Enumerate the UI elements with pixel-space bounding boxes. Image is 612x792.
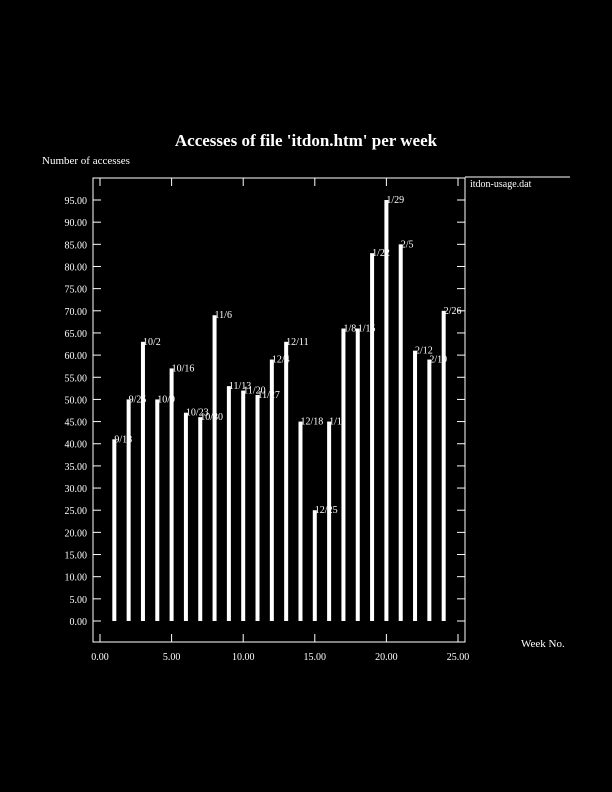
bar bbox=[269, 359, 274, 621]
y-tick-label: 70.00 bbox=[65, 307, 88, 318]
bar bbox=[140, 341, 145, 621]
bar-label: 2/19 bbox=[429, 355, 447, 366]
bar-label: 11/27 bbox=[258, 390, 280, 401]
bar-label: 12/18 bbox=[300, 417, 323, 428]
bar bbox=[341, 328, 346, 621]
y-tick-label: 75.00 bbox=[65, 285, 88, 296]
bar-label: 1/8 bbox=[343, 324, 356, 335]
bar-label: 2/26 bbox=[444, 306, 462, 317]
y-tick-label: 55.00 bbox=[65, 373, 88, 384]
bar bbox=[226, 386, 231, 621]
bar-label: 12/11 bbox=[286, 337, 308, 348]
y-tick-label: 15.00 bbox=[65, 551, 88, 562]
bar-label: 9/18 bbox=[114, 434, 132, 445]
bar-label: 2/12 bbox=[415, 346, 433, 357]
y-tick-label: 65.00 bbox=[65, 329, 88, 340]
bar bbox=[284, 341, 289, 621]
x-axis-label: Week No. bbox=[521, 638, 565, 650]
bar bbox=[255, 394, 260, 621]
bar bbox=[169, 368, 174, 621]
bar-label: 10/9 bbox=[157, 394, 175, 405]
bar-label: 12/4 bbox=[272, 355, 290, 366]
bar-label: 10/2 bbox=[143, 337, 161, 348]
bar-label: 11/6 bbox=[215, 310, 232, 321]
bar bbox=[241, 390, 246, 621]
chart-title: Accesses of file 'itdon.htm' per week bbox=[175, 131, 438, 150]
bar bbox=[312, 510, 317, 621]
bar bbox=[413, 350, 418, 621]
y-tick-label: 20.00 bbox=[65, 528, 88, 539]
y-tick-label: 0.00 bbox=[70, 617, 88, 628]
x-tick-label: 15.00 bbox=[304, 652, 327, 663]
y-tick-label: 10.00 bbox=[65, 573, 88, 584]
bar bbox=[370, 253, 375, 621]
bar-label: 1/29 bbox=[386, 195, 404, 206]
plot-frame bbox=[92, 177, 466, 643]
y-tick-label: 5.00 bbox=[70, 595, 88, 606]
y-tick-label: 50.00 bbox=[65, 395, 88, 406]
bar bbox=[384, 200, 389, 621]
y-tick-label: 30.00 bbox=[65, 484, 88, 495]
bar-label: 10/30 bbox=[200, 412, 223, 423]
legend-label: itdon-usage.dat bbox=[470, 179, 532, 190]
bar bbox=[155, 399, 160, 621]
y-tick-label: 90.00 bbox=[65, 218, 88, 229]
y-axis-label: Number of accesses bbox=[42, 155, 130, 167]
y-tick-label: 40.00 bbox=[65, 440, 88, 451]
bar-label: 1/22 bbox=[372, 248, 390, 259]
bar-label: 10/23 bbox=[186, 408, 209, 419]
bar bbox=[355, 328, 360, 621]
y-tick-label: 45.00 bbox=[65, 418, 88, 429]
x-tick-label: 10.00 bbox=[232, 652, 255, 663]
bar-label: 2/5 bbox=[401, 239, 414, 250]
bar-label: 11/20 bbox=[243, 386, 265, 397]
bar-label: 9/25 bbox=[129, 394, 147, 405]
y-tick-label: 35.00 bbox=[65, 462, 88, 473]
y-tick-label: 60.00 bbox=[65, 351, 88, 362]
bar bbox=[212, 315, 217, 621]
bar bbox=[441, 310, 446, 621]
x-tick-label: 0.00 bbox=[91, 652, 109, 663]
x-tick-label: 25.00 bbox=[447, 652, 470, 663]
bar bbox=[398, 244, 403, 621]
bar bbox=[427, 359, 432, 621]
bar-label: 12/25 bbox=[315, 505, 338, 516]
bar bbox=[183, 412, 188, 621]
y-tick-label: 25.00 bbox=[65, 506, 88, 517]
bar bbox=[126, 399, 131, 621]
bar-label: 10/16 bbox=[172, 363, 195, 374]
bar-label: 1/1 bbox=[329, 417, 342, 428]
bar bbox=[298, 421, 303, 621]
x-tick-label: 20.00 bbox=[375, 652, 398, 663]
bar-label: 11/13 bbox=[229, 381, 251, 392]
bar bbox=[327, 421, 332, 621]
x-tick-label: 5.00 bbox=[163, 652, 181, 663]
y-tick-label: 95.00 bbox=[65, 196, 88, 207]
y-tick-label: 80.00 bbox=[65, 262, 88, 273]
bar bbox=[198, 417, 203, 621]
bar-label: 1/15 bbox=[358, 324, 376, 335]
bar bbox=[112, 439, 117, 621]
y-tick-label: 85.00 bbox=[65, 240, 88, 251]
